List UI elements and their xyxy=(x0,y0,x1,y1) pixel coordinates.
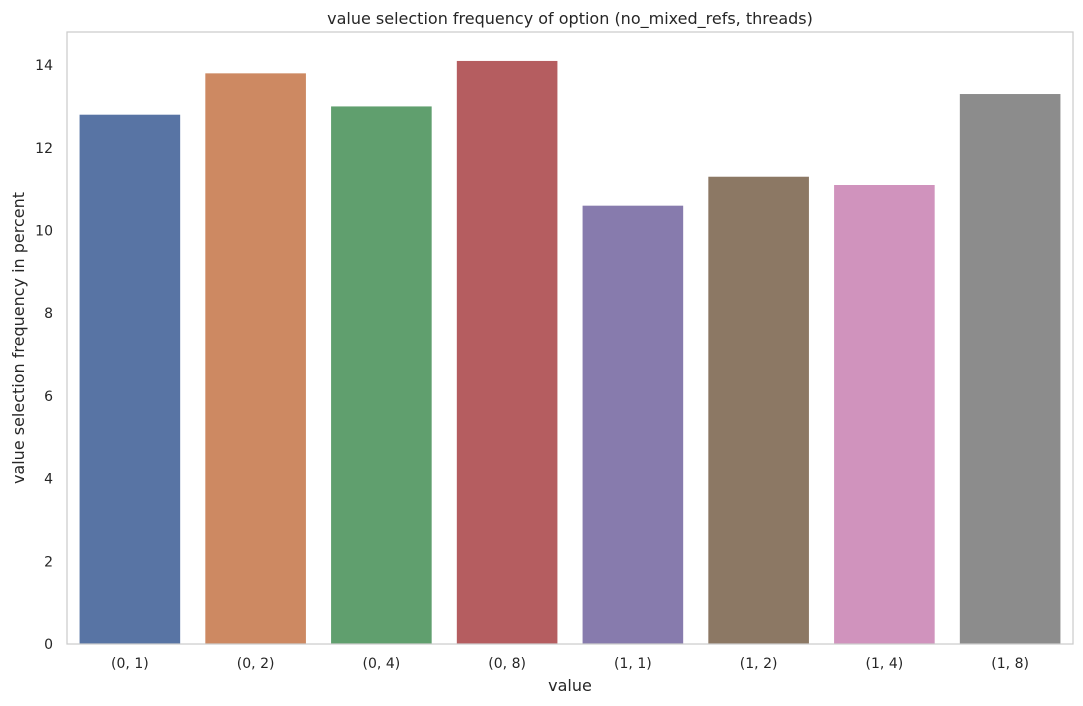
x-tick-label: (1, 1) xyxy=(614,656,652,672)
x-tick-label: (0, 2) xyxy=(237,656,275,672)
y-tick-label: 8 xyxy=(44,306,53,322)
plot-frame xyxy=(66,31,1074,645)
bar-1 xyxy=(79,114,181,644)
y-axis-label: value selection frequency in percent xyxy=(9,192,28,484)
y-tick-label: 2 xyxy=(44,554,53,570)
bar-6 xyxy=(708,176,809,645)
y-axis-ticks: 0 2 4 6 8 10 12 14 xyxy=(35,58,53,653)
y-tick-label: 12 xyxy=(35,141,53,157)
y-tick-label: 0 xyxy=(44,637,53,653)
y-tick-label: 14 xyxy=(35,58,53,74)
bar-5 xyxy=(582,205,684,644)
bars-group xyxy=(79,60,1061,645)
x-tick-label: (0, 1) xyxy=(111,656,149,672)
bar-7 xyxy=(834,185,935,644)
bar-3 xyxy=(331,106,432,645)
x-tick-label: (1, 8) xyxy=(991,656,1029,672)
x-tick-label: (1, 2) xyxy=(740,656,778,672)
x-axis-ticks: (0, 1) (0, 2) (0, 4) (0, 8) (1, 1) (1, 2) (1, … xyxy=(111,656,1029,672)
y-tick-label: 6 xyxy=(44,389,53,405)
chart-title: value selection frequency of option (no_… xyxy=(327,9,813,29)
y-tick-label: 4 xyxy=(44,472,53,488)
x-tick-label: (0, 4) xyxy=(363,656,401,672)
bar-8 xyxy=(959,94,1061,644)
bar-2 xyxy=(205,73,306,645)
bar-4 xyxy=(456,60,558,644)
x-tick-label: (1, 4) xyxy=(866,656,904,672)
x-axis-label: value xyxy=(548,676,592,695)
y-tick-label: 10 xyxy=(35,223,53,239)
x-tick-label: (0, 8) xyxy=(488,656,526,672)
